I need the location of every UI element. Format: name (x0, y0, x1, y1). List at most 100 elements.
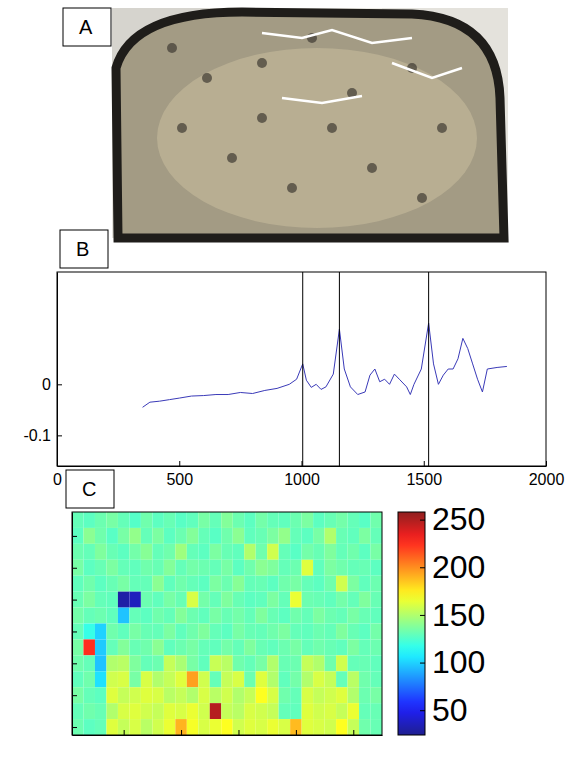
cell (95, 592, 106, 608)
cell (141, 655, 152, 671)
cell (164, 544, 175, 560)
panel-letter: C (82, 478, 96, 500)
cell (256, 719, 267, 735)
tick-mark (72, 663, 77, 664)
cell (210, 592, 221, 608)
cell (141, 687, 152, 703)
tick-label: 500 (166, 471, 193, 488)
dark-spot (227, 153, 237, 163)
tick-mark (72, 695, 77, 696)
cell (313, 687, 324, 703)
cell (313, 512, 324, 528)
cell (187, 703, 198, 719)
cell (95, 703, 106, 719)
cell (83, 703, 94, 719)
tick (72, 536, 77, 537)
cell (187, 512, 198, 528)
cell (325, 687, 336, 703)
cell (244, 512, 255, 528)
cell (152, 624, 163, 640)
cell (267, 624, 278, 640)
cell (95, 687, 106, 703)
cell (313, 655, 324, 671)
cell (152, 576, 163, 592)
cell (83, 560, 94, 576)
tick (72, 568, 77, 569)
cell (221, 560, 232, 576)
cell (371, 703, 382, 719)
tick-mark (546, 461, 547, 466)
tick-mark (420, 663, 425, 664)
cell (221, 576, 232, 592)
cell (141, 719, 152, 735)
spectrum-line (143, 323, 507, 407)
cell (129, 512, 140, 528)
cell (359, 576, 370, 592)
panel-label-box (63, 8, 111, 46)
cell (152, 719, 163, 735)
cell (95, 639, 106, 655)
cell (106, 624, 117, 640)
cell (279, 639, 290, 655)
cell (118, 560, 129, 576)
cell (118, 687, 129, 703)
cell (152, 592, 163, 608)
cell (129, 703, 140, 719)
cell (348, 703, 359, 719)
dark-spot (167, 43, 177, 53)
crack (392, 63, 462, 78)
axis-line (58, 466, 547, 467)
cell (267, 608, 278, 624)
cell (83, 576, 94, 592)
tick: 1000 (284, 461, 320, 488)
cell (83, 624, 94, 640)
cell (83, 544, 94, 560)
cell (83, 592, 94, 608)
cell (371, 608, 382, 624)
cell (175, 560, 186, 576)
cell (72, 703, 83, 719)
tick-mark (72, 600, 77, 601)
cell (164, 655, 175, 671)
cell (371, 687, 382, 703)
cell (371, 512, 382, 528)
cell (359, 528, 370, 544)
tick: 1500 (406, 461, 442, 488)
cell (302, 655, 313, 671)
cell (267, 671, 278, 687)
cell (359, 687, 370, 703)
cell (72, 528, 83, 544)
dark-spot (177, 123, 187, 133)
cell (348, 592, 359, 608)
cell (313, 639, 324, 655)
tick-mark (72, 536, 77, 537)
cell (348, 687, 359, 703)
cell (221, 655, 232, 671)
tick (181, 730, 182, 735)
cell (164, 512, 175, 528)
cell (118, 671, 129, 687)
tick: 200 (420, 549, 485, 585)
cell (129, 528, 140, 544)
cell (256, 624, 267, 640)
cell (290, 576, 301, 592)
tick (72, 600, 77, 601)
tick-mark (72, 568, 77, 569)
cell (106, 512, 117, 528)
tick (72, 663, 77, 664)
cell (187, 671, 198, 687)
cell (152, 655, 163, 671)
cell (198, 560, 209, 576)
cell (371, 624, 382, 640)
cell (290, 608, 301, 624)
cell (302, 576, 313, 592)
cell (141, 544, 152, 560)
tick: 500 (166, 461, 193, 488)
cell (256, 544, 267, 560)
cell (141, 608, 152, 624)
cell (141, 528, 152, 544)
cell (106, 703, 117, 719)
cell (198, 624, 209, 640)
cell (175, 624, 186, 640)
cell (302, 639, 313, 655)
